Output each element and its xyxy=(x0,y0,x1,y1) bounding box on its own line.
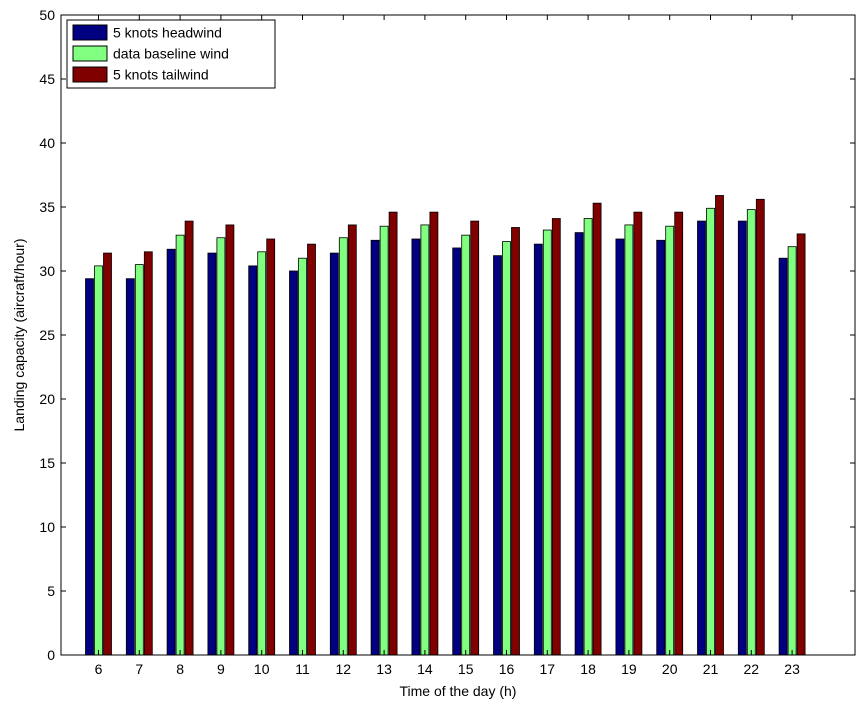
bar-17-series-1 xyxy=(542,229,552,656)
bar-11-series-0 xyxy=(289,270,298,656)
bar-13-series-1 xyxy=(379,225,389,656)
bar-11-series-1 xyxy=(298,257,307,656)
bar-16-series-0 xyxy=(493,255,502,656)
y-tick-label: 0 xyxy=(47,647,55,663)
y-tick-label: 50 xyxy=(39,7,55,23)
x-axis-label: Time of the day (h) xyxy=(400,683,517,699)
x-tick-label: 6 xyxy=(95,661,103,677)
y-tick-label: 30 xyxy=(39,263,55,279)
bar-13-series-2 xyxy=(388,211,398,656)
bar-20-series-1 xyxy=(665,225,675,656)
legend-label-1: data baseline wind xyxy=(113,46,229,62)
bar-14-series-1 xyxy=(420,224,430,656)
y-axis-label: Landing capacity (aircraft/hour) xyxy=(11,239,27,432)
bar-11-series-2 xyxy=(307,243,316,656)
x-tick-label: 10 xyxy=(254,661,270,677)
bar-19-series-0 xyxy=(615,238,625,656)
bar-8-series-2 xyxy=(184,220,194,656)
bar-21-series-1 xyxy=(706,207,715,656)
bar-20-series-2 xyxy=(674,211,684,656)
bar-6-series-2 xyxy=(103,252,112,656)
x-tick-label: 23 xyxy=(784,661,800,677)
legend-swatch-0 xyxy=(72,24,108,41)
y-tick-label: 15 xyxy=(39,455,55,471)
legend-swatch-2 xyxy=(72,66,108,83)
bar-10-series-1 xyxy=(257,251,267,656)
x-tick-label: 11 xyxy=(295,661,310,677)
bar-16-series-1 xyxy=(502,241,511,656)
bar-8-series-0 xyxy=(166,248,176,656)
bar-19-series-2 xyxy=(633,211,643,656)
bar-15-series-2 xyxy=(470,220,480,656)
legend-label-2: 5 knots tailwind xyxy=(113,67,209,83)
y-axis: 0 5 10 15 20 25 30 35 40 45 50 xyxy=(39,7,855,663)
x-tick-label: 22 xyxy=(744,661,760,677)
y-tick-label: 10 xyxy=(39,519,55,535)
y-tick-label: 45 xyxy=(39,71,55,87)
bar-10-series-0 xyxy=(248,265,258,656)
bar-14-series-0 xyxy=(411,238,421,656)
bar-12-series-1 xyxy=(338,237,348,656)
y-tick-label: 40 xyxy=(39,135,55,151)
x-tick-label: 19 xyxy=(621,661,637,677)
x-tick-label: 8 xyxy=(176,661,184,677)
bar-18-series-0 xyxy=(574,232,584,656)
bar-9-series-0 xyxy=(207,252,217,656)
bar-17-series-0 xyxy=(533,243,543,656)
x-tick-label: 20 xyxy=(662,661,678,677)
x-tick-label: 9 xyxy=(217,661,225,677)
bar-13-series-0 xyxy=(370,239,380,656)
x-tick-label: 21 xyxy=(703,661,719,677)
bar-12-series-2 xyxy=(347,224,357,656)
x-tick-label: 15 xyxy=(458,661,474,677)
x-tick-label: 16 xyxy=(499,661,515,677)
bar-18-series-2 xyxy=(592,202,602,656)
x-tick-label: 13 xyxy=(376,661,392,677)
bar-23-series-0 xyxy=(778,257,788,656)
x-tick-label: 17 xyxy=(540,661,556,677)
y-tick-label: 35 xyxy=(39,199,55,215)
bar-15-series-0 xyxy=(452,247,462,656)
y-tick-label: 20 xyxy=(39,391,55,407)
bar-7-series-0 xyxy=(125,278,135,656)
y-tick-label: 25 xyxy=(39,327,55,343)
x-tick-label: 12 xyxy=(336,661,352,677)
bar-7-series-2 xyxy=(143,251,153,656)
x-axis: 6 7 8 9 10 11 12 13 14 15 16 17 18 19 20 21 22 23 xyxy=(95,15,800,677)
bar-12-series-0 xyxy=(329,252,339,656)
bar-9-series-2 xyxy=(225,224,235,656)
x-tick-label: 14 xyxy=(417,661,433,677)
bar-6-series-1 xyxy=(94,265,103,656)
y-tick-label: 5 xyxy=(47,583,55,599)
bar-20-series-0 xyxy=(656,239,666,656)
bar-6-series-0 xyxy=(85,278,94,656)
x-tick-label: 7 xyxy=(135,661,143,677)
bar-8-series-1 xyxy=(175,234,185,656)
legend: 5 knots headwind data baseline wind 5 knot… xyxy=(66,19,276,89)
x-tick-label: 18 xyxy=(580,661,596,677)
bar-23-series-1 xyxy=(787,246,797,656)
bar-22-series-2 xyxy=(755,198,765,656)
bar-9-series-1 xyxy=(216,237,226,656)
legend-label-0: 5 knots headwind xyxy=(113,25,222,41)
bar-18-series-1 xyxy=(583,218,593,656)
legend-swatch-1 xyxy=(72,45,108,62)
bar-14-series-2 xyxy=(429,211,439,656)
bar-21-series-0 xyxy=(697,220,706,656)
bar-21-series-2 xyxy=(715,195,724,656)
bar-23-series-2 xyxy=(796,233,806,656)
bar-17-series-2 xyxy=(551,218,561,656)
bar-19-series-1 xyxy=(624,224,634,656)
bar-15-series-1 xyxy=(461,234,471,656)
bar-10-series-2 xyxy=(266,238,276,656)
bar-22-series-0 xyxy=(737,220,747,656)
bar-7-series-1 xyxy=(134,264,144,656)
bar-16-series-2 xyxy=(511,227,520,656)
bar-22-series-1 xyxy=(746,209,756,656)
